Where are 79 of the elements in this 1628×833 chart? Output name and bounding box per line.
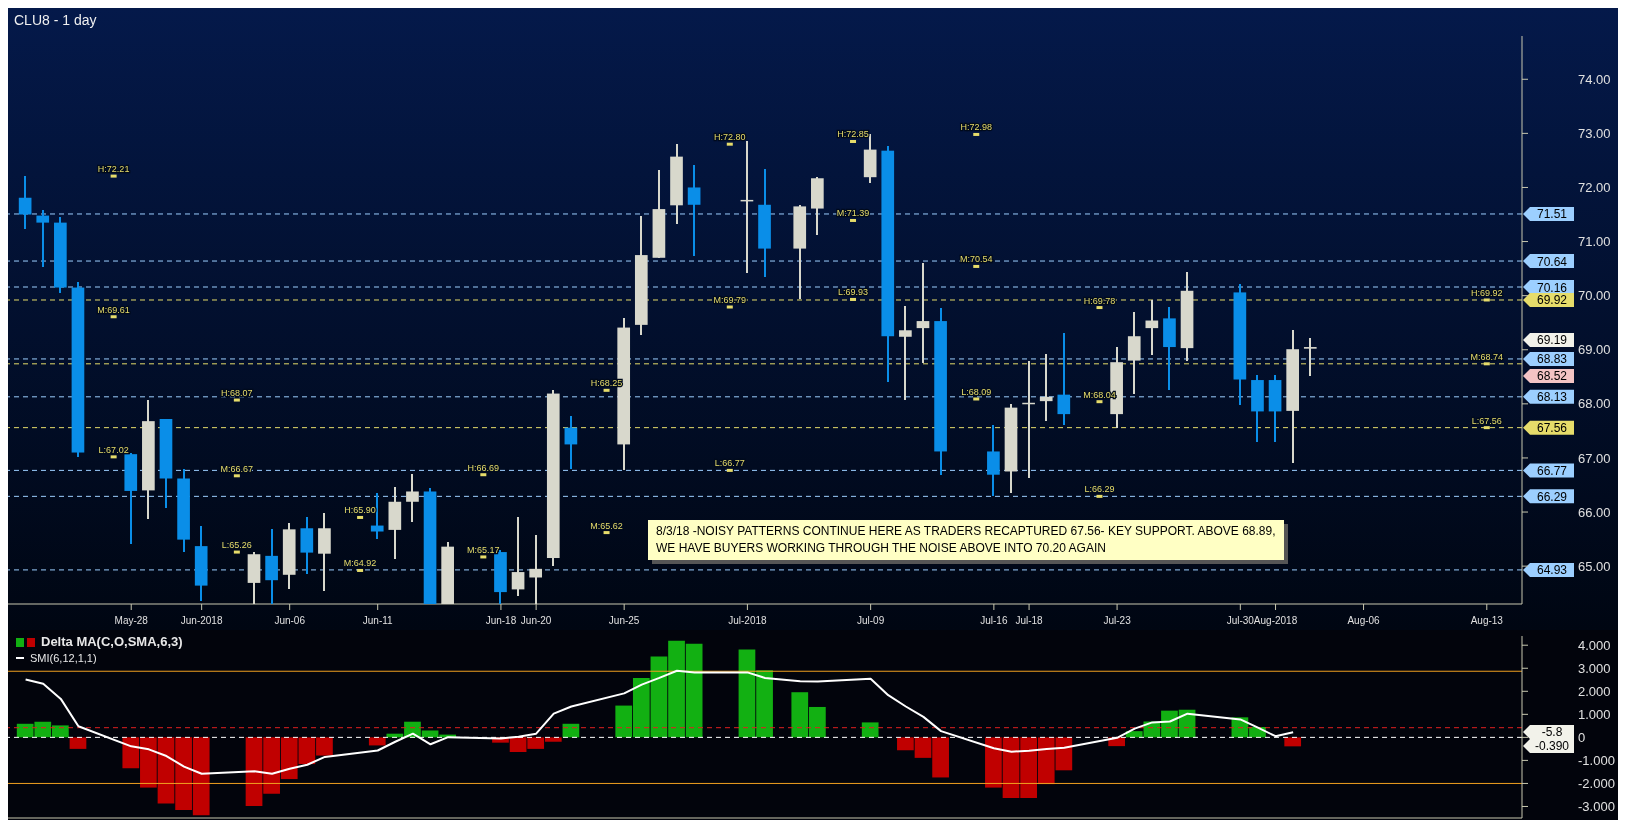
- ref-line-label: 67.56: [1536, 421, 1568, 436]
- x-tick-label: Jul-2018: [728, 615, 768, 626]
- chart-title: CLU8 - 1 day: [14, 12, 97, 28]
- data-label: H:72.85: [837, 129, 869, 140]
- data-label: L:67.56: [1471, 415, 1502, 426]
- x-tick-label: Aug-06: [1347, 615, 1381, 626]
- y-tick-label: 2.000: [1578, 683, 1611, 699]
- y-tick-label: 69.00: [1578, 342, 1611, 358]
- bar: [1284, 737, 1302, 747]
- x-tick-label: Aug-2018: [1253, 615, 1298, 626]
- x-tick-label: Jul-09: [857, 615, 885, 626]
- data-label: M:70.54: [959, 254, 993, 265]
- data-label: H:68.07: [221, 388, 253, 399]
- y-tick-label: 70.00: [1578, 288, 1611, 304]
- y-tick-label: 67.00: [1578, 450, 1611, 466]
- ref-line-label: 70.16: [1536, 280, 1568, 295]
- bar: [861, 722, 879, 738]
- data-label: M:65.62: [590, 520, 623, 531]
- ref-line-label: 71.51: [1536, 207, 1568, 222]
- data-label: H:69.92: [1471, 287, 1503, 298]
- y-tick-label: 4.000: [1578, 637, 1611, 653]
- y-tick-label: 1.000: [1578, 706, 1611, 722]
- x-tick-label: May-28: [114, 615, 149, 626]
- y-tick-label: 65.00: [1578, 558, 1611, 574]
- data-label: M:65.17: [467, 544, 500, 555]
- y-tick-label: 73.00: [1578, 125, 1611, 141]
- data-label: M:69.61: [97, 304, 130, 315]
- data-label: L:66.77: [714, 458, 745, 469]
- y-tick-label: 71.00: [1578, 234, 1611, 250]
- data-label: L:69.93: [838, 287, 869, 298]
- ref-line-label: 64.93: [1536, 563, 1568, 578]
- y-tick-label: -1.000: [1578, 753, 1615, 769]
- data-label: H:72.98: [960, 122, 993, 133]
- x-tick-label: Jul-18: [1015, 615, 1044, 626]
- y-tick-label: 74.00: [1578, 71, 1611, 87]
- y-tick-label: 3.000: [1578, 660, 1611, 676]
- annotation: 8/3/18 -NOISY PATTERNS CONTINUE HERE AS TRADERS RECAPTURED 67.56- KEY SUPPORT. ABOVE 68.89, WE HAVE BUYERS WORKING THROUGH THE NOISE ABOVE INTO 70.20 AGAIN: [648, 520, 1284, 560]
- x-tick-label: Jul-30: [1226, 615, 1255, 626]
- data-label: L:67.02: [98, 444, 129, 455]
- x-tick-label: Jun-06: [274, 615, 306, 626]
- x-tick-label: Aug-13: [1470, 615, 1504, 626]
- y-tick-label: 66.00: [1578, 504, 1611, 520]
- bar: [368, 737, 386, 746]
- x-tick-label: Jun-20: [520, 615, 552, 626]
- data-label: H:66.69: [467, 462, 500, 473]
- bar: [69, 737, 87, 749]
- ref-line-label: 66.29: [1536, 489, 1568, 504]
- candlestick: [1303, 336, 1317, 377]
- data-label: L:65.26: [221, 540, 252, 551]
- x-tick-label: Jun-2018: [180, 615, 223, 626]
- x-tick-label: Jun-25: [608, 615, 640, 626]
- data-label: H:72.21: [97, 164, 130, 175]
- data-label: H:72.80: [714, 132, 746, 143]
- candlestick: [899, 304, 912, 401]
- legend-label: SMI(6,12,1,1): [30, 651, 97, 666]
- candlestick: [406, 473, 419, 524]
- data-label: H:65.90: [344, 505, 376, 516]
- ref-line-label: 70.64: [1536, 254, 1568, 269]
- data-label: M:68.74: [1470, 351, 1504, 362]
- x-tick-label: Jul-16: [980, 615, 1008, 626]
- data-label: M:71.39: [836, 208, 870, 219]
- ref-line-label: 68.13: [1536, 390, 1568, 405]
- data-label: M:64.92: [343, 558, 377, 569]
- ref-line-label: 69.92: [1536, 293, 1568, 308]
- y-tick-label: 68.00: [1578, 396, 1611, 412]
- y-tick-label: 72.00: [1578, 180, 1611, 196]
- y-tick-label: 0: [1578, 729, 1586, 745]
- y-tick-label: -3.000: [1578, 799, 1615, 815]
- data-label: L:68.09: [961, 386, 992, 397]
- x-tick-label: Jun-18: [485, 615, 517, 626]
- y-tick-label: -2.000: [1578, 776, 1615, 792]
- data-label: H:69.78: [1083, 295, 1116, 306]
- data-label: M:69.79: [713, 295, 747, 306]
- data-label: L:66.29: [1084, 484, 1115, 495]
- legend-label: Delta MA(C,O,SMA,6,3): [41, 634, 183, 650]
- ref-line-label: 66.77: [1536, 463, 1568, 478]
- ref-line-label: 68.83: [1536, 352, 1568, 367]
- x-tick-label: Jul-23: [1103, 615, 1132, 626]
- x-tick-label: Jun-11: [362, 615, 394, 626]
